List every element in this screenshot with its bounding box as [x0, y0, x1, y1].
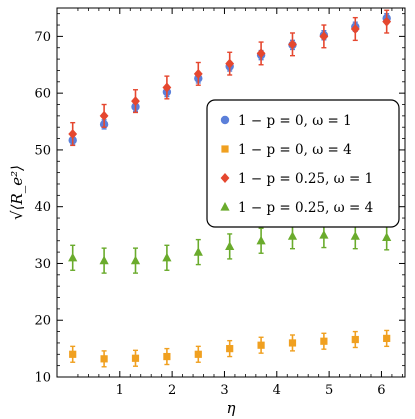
legend-item: 1 − p = 0, ω = 1	[220, 113, 352, 129]
data-point	[194, 350, 202, 358]
y-tick-label: 40	[34, 200, 51, 215]
x-tick-label: 3	[220, 383, 228, 398]
data-point	[69, 350, 77, 358]
data-point	[288, 39, 297, 50]
plot-marks	[68, 9, 392, 368]
y-tick-label: 10	[34, 371, 51, 386]
legend-item: 1 − p = 0.25, ω = 4	[220, 200, 373, 216]
data-point	[68, 129, 78, 140]
series-2	[69, 329, 391, 368]
data-point	[193, 247, 203, 256]
legend-marker	[220, 115, 230, 125]
data-point	[100, 355, 108, 363]
data-point	[68, 252, 78, 262]
data-point	[382, 16, 392, 27]
data-point	[99, 255, 109, 265]
axis-ticks: 1 2 3 4 5 6 10 20 30 40 50 60 70	[34, 8, 405, 398]
legend-marker	[221, 145, 229, 153]
x-tick-label: 6	[377, 383, 385, 398]
data-point	[319, 230, 329, 239]
legend-box	[206, 99, 400, 228]
data-point	[257, 341, 265, 349]
data-point	[99, 110, 109, 121]
y-axis-label: √⟨R_e²⟩	[8, 165, 26, 220]
y-tick-label: 60	[34, 87, 51, 102]
legend: 1 − p = 0, ω = 1 1 − p = 0, ω = 4 1 − p = …	[206, 99, 400, 228]
data-point	[130, 255, 141, 265]
data-point	[226, 345, 234, 353]
data-point	[287, 231, 298, 240]
legend-item: 1 − p = 0.25, ω = 1	[220, 171, 373, 187]
x-tick-label: 2	[168, 383, 176, 398]
legend-marker	[220, 202, 230, 211]
data-point	[256, 48, 266, 59]
x-tick-label: 4	[273, 383, 281, 398]
y-tick-label: 50	[34, 143, 51, 158]
data-point	[225, 58, 235, 69]
data-point	[319, 31, 329, 42]
data-point	[162, 82, 172, 93]
data-point	[350, 231, 360, 240]
data-point	[193, 68, 203, 79]
data-point	[288, 339, 297, 347]
x-axis-label: η	[227, 399, 236, 417]
legend-label: 1 − p = 0, ω = 1	[238, 113, 352, 129]
plot-frame	[56, 7, 406, 378]
x-tick-label: 1	[116, 383, 124, 398]
y-tick-label: 20	[34, 314, 51, 329]
data-point	[162, 252, 172, 262]
series-4	[68, 221, 392, 274]
legend-label: 1 − p = 0, ω = 4	[238, 142, 352, 158]
data-point	[225, 241, 235, 251]
legend-marker	[220, 173, 230, 183]
y-axis-label-text: √⟨R_e²⟩	[8, 165, 26, 220]
data-point	[256, 235, 266, 245]
x-tick-label: 5	[325, 383, 333, 398]
data-point	[382, 232, 392, 241]
data-point	[383, 334, 391, 342]
y-tick-label: 70	[34, 30, 51, 45]
legend-label: 1 − p = 0.25, ω = 1	[238, 171, 373, 187]
data-point	[131, 354, 140, 362]
legend-label: 1 − p = 0.25, ω = 4	[238, 200, 373, 216]
data-point	[351, 335, 359, 344]
data-point	[131, 96, 140, 107]
y-tick-label: 30	[34, 257, 51, 272]
series-3	[68, 9, 392, 147]
data-point	[163, 352, 171, 361]
legend-item: 1 − p = 0, ω = 4	[221, 142, 352, 158]
data-point	[320, 337, 328, 345]
data-point	[350, 24, 360, 35]
